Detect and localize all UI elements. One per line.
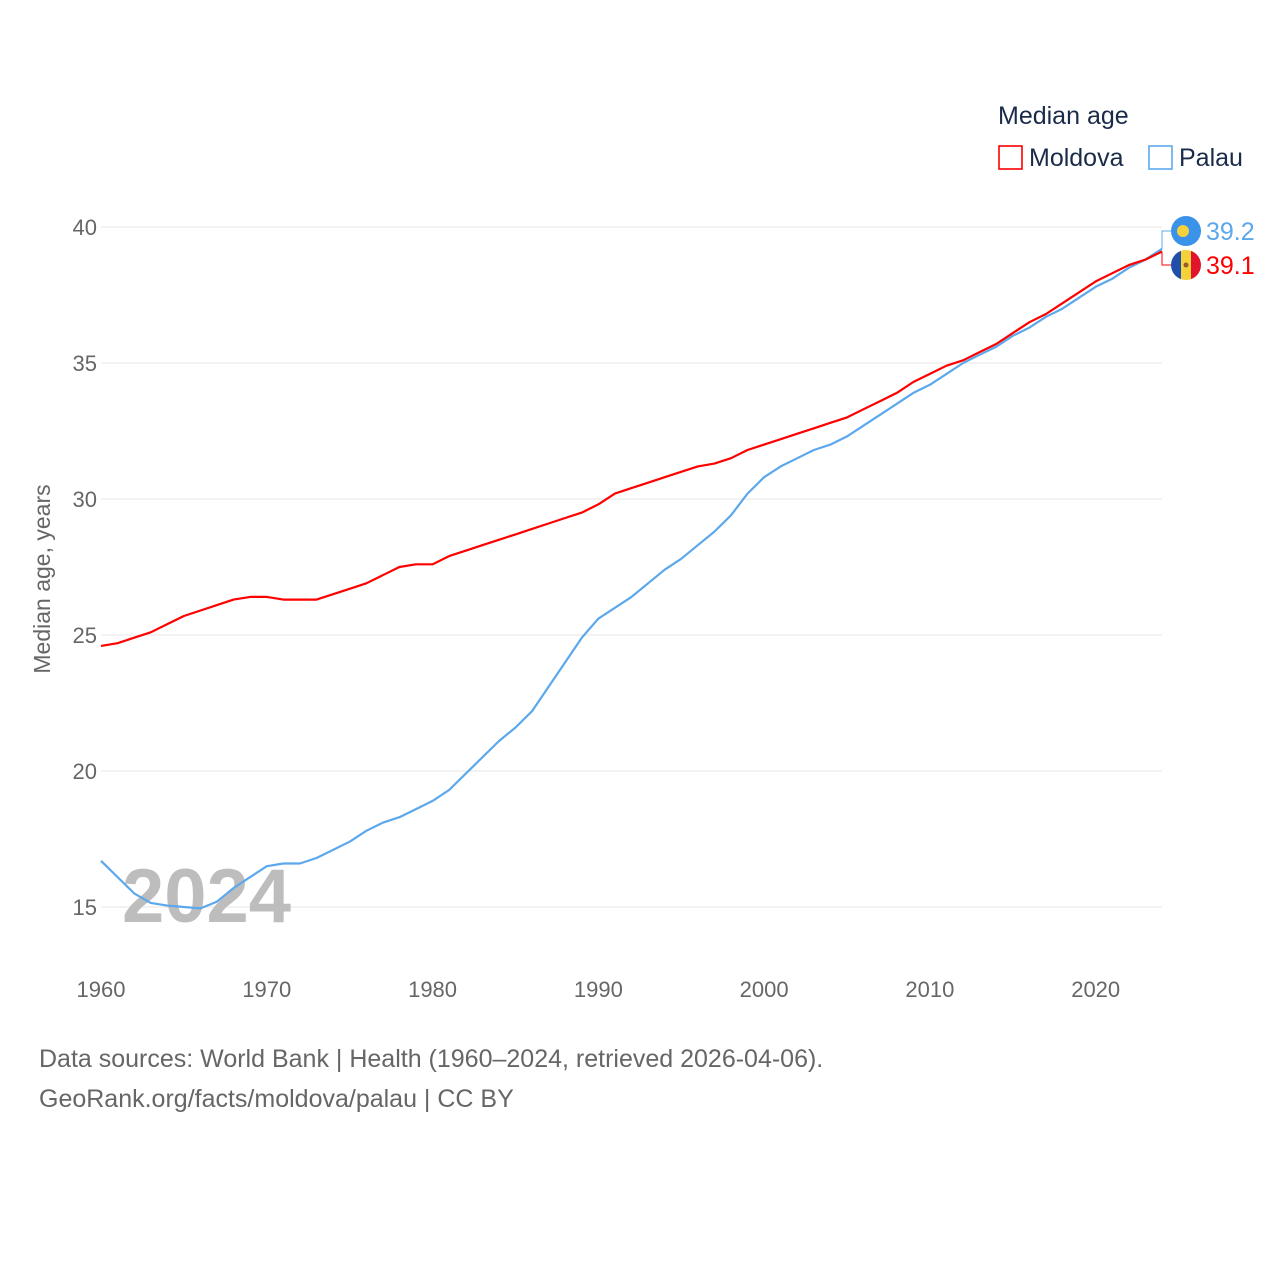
series-line-moldova <box>100 250 1163 647</box>
y-axis-label: Median age, years <box>29 484 55 673</box>
flag-emblem <box>1183 262 1189 268</box>
legend-label-palau: Palau <box>1179 144 1243 172</box>
y-tick-label: 40 <box>73 215 97 240</box>
y-tick-label: 35 <box>73 351 97 376</box>
x-axis: 1960 1970 1980 1990 2000 2010 2020 <box>77 977 1121 1002</box>
y-tick-label: 15 <box>73 895 97 920</box>
legend-swatch-moldova <box>998 145 1023 170</box>
legend-label-moldova: Moldova <box>1029 144 1124 172</box>
source-url-line: GeoRank.org/facts/moldova/palau | CC BY <box>39 1085 514 1113</box>
flag-stripes <box>1171 250 1201 280</box>
legend-title: Median age <box>998 102 1129 130</box>
x-tick-label: 2010 <box>905 977 954 1002</box>
series-lines <box>100 247 1163 910</box>
y-tick-label: 20 <box>73 759 97 784</box>
end-labels: 39.1 39.2 <box>1161 216 1255 280</box>
source-line: Data sources: World Bank | Health (1960–… <box>39 1045 824 1073</box>
x-tick-label: 2020 <box>1071 977 1120 1002</box>
x-tick-label: 1970 <box>242 977 291 1002</box>
legend-item-moldova[interactable]: Moldova <box>998 144 1124 172</box>
x-tick-label: 1990 <box>574 977 623 1002</box>
end-connector-moldova <box>1161 251 1172 266</box>
gridlines <box>101 226 1162 908</box>
end-value-moldova: 39.1 <box>1206 252 1255 280</box>
legend-item-palau[interactable]: Palau <box>1148 144 1243 172</box>
series-line-palau <box>100 247 1163 910</box>
y-tick-label: 25 <box>73 623 97 648</box>
y-tick-label: 30 <box>73 487 97 512</box>
legend-swatch-palau <box>1148 145 1173 170</box>
y-axis: 15 20 25 30 35 40 <box>73 215 97 920</box>
flag-stripe-red <box>1191 250 1201 280</box>
flag-disc <box>1177 225 1189 237</box>
x-tick-label: 2000 <box>740 977 789 1002</box>
x-tick-label: 1960 <box>77 977 126 1002</box>
flag-stripe-blue <box>1171 250 1181 280</box>
x-tick-label: 1980 <box>408 977 457 1002</box>
moldova-flag-icon <box>1171 250 1201 280</box>
palau-flag-icon <box>1171 216 1201 246</box>
end-connector-palau <box>1161 230 1172 249</box>
legend[interactable]: Moldova Palau <box>998 144 1243 172</box>
end-value-palau: 39.2 <box>1206 218 1255 246</box>
